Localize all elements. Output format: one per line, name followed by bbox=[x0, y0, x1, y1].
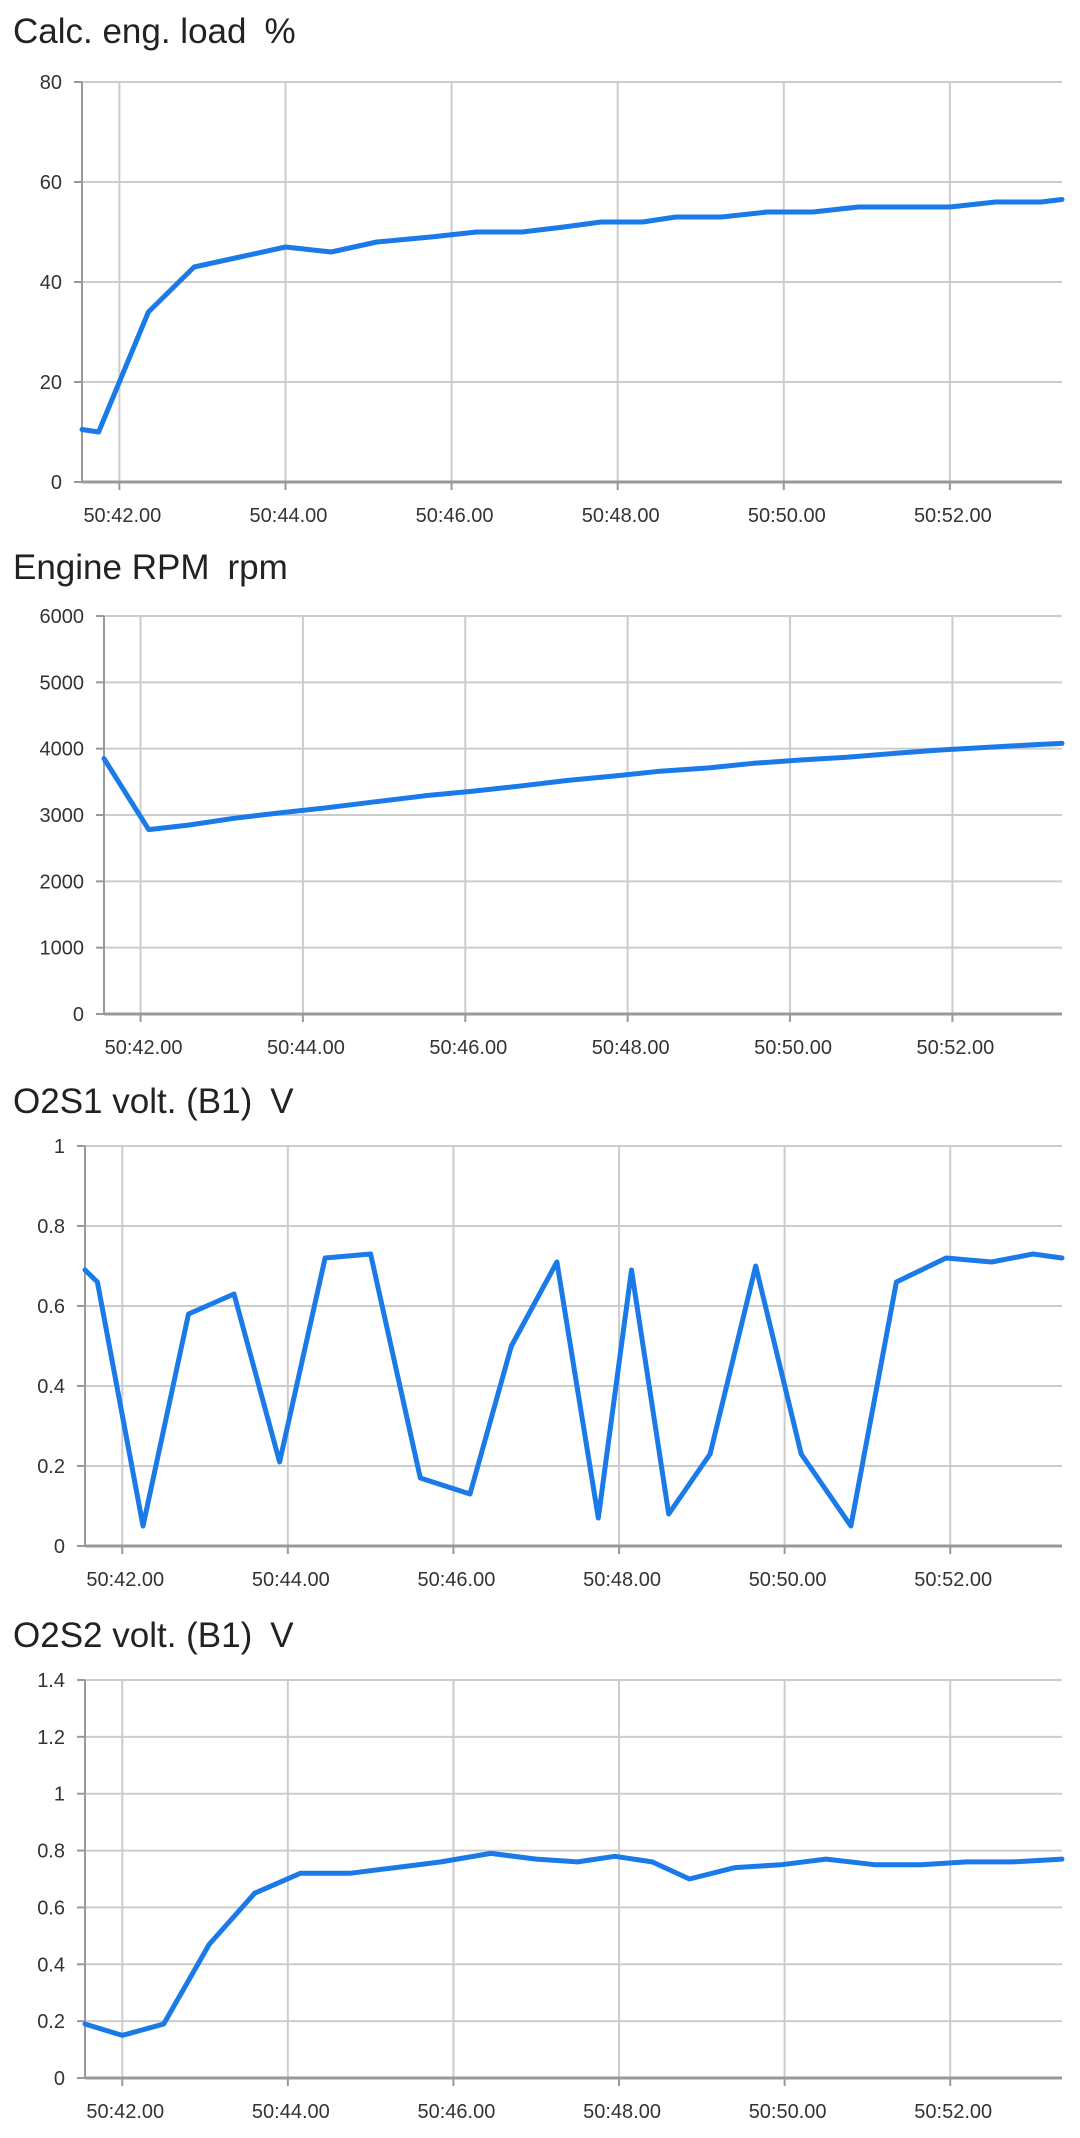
x-tick-label: 50:48.00 bbox=[582, 505, 660, 527]
x-tick-label: 50:52.00 bbox=[914, 2101, 992, 2123]
y-tick-label: 1.4 bbox=[37, 1670, 65, 1692]
chart-title-text: Calc. eng. load bbox=[13, 12, 247, 51]
x-tick-label: 50:46.00 bbox=[418, 2101, 496, 2123]
x-tick-label: 50:48.00 bbox=[583, 1569, 661, 1591]
chart-panel-o2s2-volt: O2S2 volt. (B1) V 0 0.2 0.4 0.6 0.8 1 1.2 1.4 50:… bbox=[0, 1604, 1080, 2136]
x-tick-label: 50:42.00 bbox=[105, 1037, 183, 1059]
chart-unit: % bbox=[264, 12, 296, 51]
chart-title: Calc. eng. load% bbox=[13, 10, 296, 54]
chart-panel-engine-rpm: Engine RPM rpm 0 1000 2000 3000 4000 5000 6000 5… bbox=[0, 536, 1080, 1068]
x-tick-label: 50:50.00 bbox=[754, 1037, 832, 1059]
x-tick-label: 50:42.00 bbox=[86, 2101, 164, 2123]
chart-svg-o2s2-volt: 0 0.2 0.4 0.6 0.8 1 1.2 1.4 50:42.00 50:44.00 50:4… bbox=[37, 1670, 1065, 2123]
y-tick-label: 0.2 bbox=[37, 1456, 65, 1478]
y-tick-label: 0 bbox=[54, 1536, 65, 1558]
chart-title: Engine RPM rpm bbox=[13, 546, 288, 590]
series-line bbox=[101, 740, 1065, 833]
x-tick-label: 50:50.00 bbox=[749, 1569, 827, 1591]
x-tick-label: 50:48.00 bbox=[592, 1037, 670, 1059]
x-tick-label: 50:42.00 bbox=[86, 1569, 164, 1591]
x-tick-label: 50:44.00 bbox=[252, 2101, 330, 2123]
y-tick-label: 5000 bbox=[40, 672, 85, 694]
chart-svg-o2s1-volt: 0 0.2 0.4 0.6 0.8 1 50:42.00 50:44.00 50:46.00 50… bbox=[37, 1136, 1065, 1591]
chart-title-text: Engine RPM bbox=[13, 548, 210, 587]
x-tick-label: 50:46.00 bbox=[429, 1037, 507, 1059]
y-tick-label: 0 bbox=[51, 472, 62, 494]
y-tick-label: 0.2 bbox=[37, 2011, 65, 2033]
x-tick-label: 50:44.00 bbox=[252, 1569, 330, 1591]
y-tick-label: 1 bbox=[54, 1784, 65, 1806]
x-tick-label: 50:46.00 bbox=[418, 1569, 496, 1591]
y-tick-label: 6000 bbox=[40, 606, 85, 628]
x-tick-label: 50:42.00 bbox=[83, 505, 161, 527]
chart-panel-o2s1-volt: O2S1 volt. (B1) V 0 0.2 0.4 0.6 0.8 1 50:42.00 5… bbox=[0, 1070, 1080, 1602]
chart-unit: V bbox=[270, 1082, 294, 1121]
x-tick-label: 50:44.00 bbox=[267, 1037, 345, 1059]
x-tick-label: 50:52.00 bbox=[916, 1037, 994, 1059]
y-tick-label: 0.6 bbox=[37, 1296, 65, 1318]
y-tick-label: 60 bbox=[40, 172, 62, 194]
y-tick-label: 1000 bbox=[40, 938, 85, 960]
chart-unit: rpm bbox=[227, 548, 288, 587]
series-line bbox=[82, 1251, 1065, 1529]
x-tick-label: 50:52.00 bbox=[914, 1569, 992, 1591]
chart-title-text: O2S2 volt. (B1) bbox=[13, 1616, 253, 1655]
x-tick-label: 50:48.00 bbox=[583, 2101, 661, 2123]
y-tick-label: 0.8 bbox=[37, 1841, 65, 1863]
y-tick-label: 0 bbox=[73, 1004, 84, 1026]
y-tick-label: 0.6 bbox=[37, 1897, 65, 1919]
x-tick-label: 50:50.00 bbox=[748, 505, 826, 527]
chart-title-text: O2S1 volt. (B1) bbox=[13, 1082, 253, 1121]
y-tick-label: 3000 bbox=[40, 805, 85, 827]
chart-title: O2S1 volt. (B1) V bbox=[13, 1080, 294, 1124]
y-tick-label: 4000 bbox=[40, 739, 85, 761]
series-line bbox=[79, 197, 1065, 435]
y-tick-label: 0.4 bbox=[37, 1954, 65, 1976]
y-tick-label: 20 bbox=[40, 372, 62, 394]
x-tick-label: 50:46.00 bbox=[416, 505, 494, 527]
chart-unit: V bbox=[270, 1616, 294, 1655]
chart-svg-engine-load: 0 20 40 60 80 50:42.00 50:44.00 50:46.00 50:48.0… bbox=[40, 72, 1065, 527]
y-tick-label: 80 bbox=[40, 72, 62, 94]
x-tick-label: 50:50.00 bbox=[749, 2101, 827, 2123]
chart-svg-engine-rpm: 0 1000 2000 3000 4000 5000 6000 50:42.00 50:44.0… bbox=[40, 606, 1065, 1059]
y-tick-label: 1 bbox=[54, 1136, 65, 1158]
chart-panel-engine-load: Calc. eng. load% 0 20 40 60 80 50:42.00 50:44.… bbox=[0, 0, 1080, 532]
chart-title: O2S2 volt. (B1) V bbox=[13, 1614, 294, 1658]
series-line bbox=[82, 1850, 1065, 2038]
y-tick-label: 0.4 bbox=[37, 1376, 65, 1398]
y-tick-label: 40 bbox=[40, 272, 62, 294]
x-tick-label: 50:44.00 bbox=[250, 505, 328, 527]
y-tick-label: 1.2 bbox=[37, 1727, 65, 1749]
y-tick-label: 0 bbox=[54, 2068, 65, 2090]
y-tick-label: 2000 bbox=[40, 871, 85, 893]
x-tick-label: 50:52.00 bbox=[914, 505, 992, 527]
y-tick-label: 0.8 bbox=[37, 1216, 65, 1238]
